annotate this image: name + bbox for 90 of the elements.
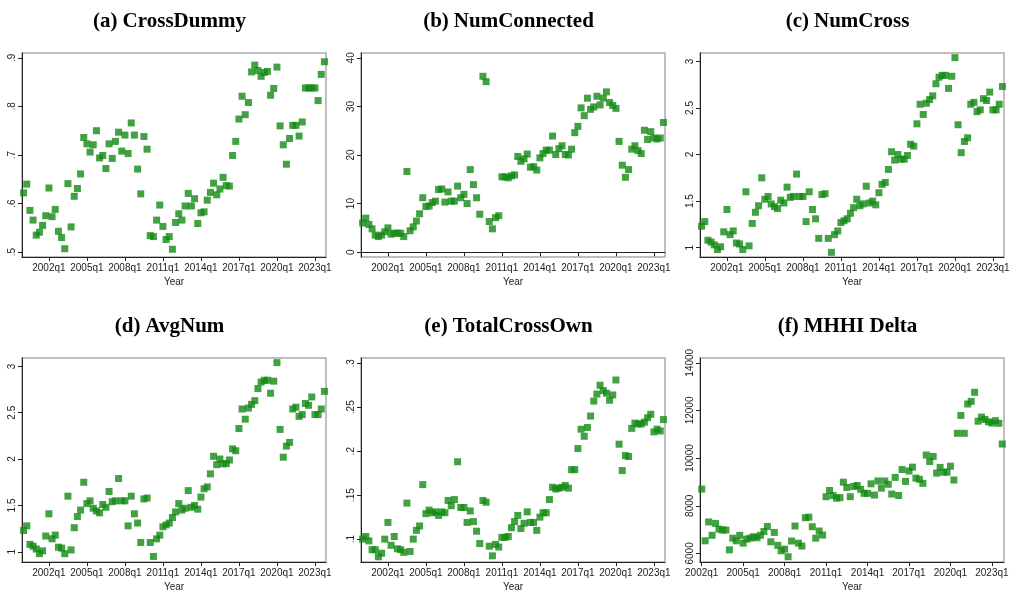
y-tick-label: .2 — [344, 446, 356, 456]
x-tick-label: 2014q1 — [184, 261, 219, 273]
y-tick-label: 1 — [683, 244, 695, 251]
y-tick-label: .3 — [344, 358, 356, 368]
x-tick-label: 2017q1 — [900, 261, 935, 273]
y-tick-label: 0 — [344, 248, 356, 255]
x-tick-label: 2002q1 — [685, 566, 719, 578]
x-axis-title: Year — [841, 276, 863, 288]
x-axis-title: Year — [502, 581, 524, 593]
x-tick-label: 2011q1 — [485, 566, 519, 578]
y-tick-label: 30 — [344, 100, 356, 112]
x-tick-label: 2008q1 — [767, 566, 802, 578]
x-tick-label: 2011q1 — [146, 566, 180, 578]
y-tick-label: 12000 — [683, 396, 695, 425]
x-tick-label: 2023q1 — [975, 566, 1010, 578]
x-tick-label: 2020q1 — [599, 566, 634, 578]
x-tick-label: 2014q1 — [862, 261, 897, 273]
chart-title: (c) NumCross — [785, 7, 910, 32]
y-tick-label: .6 — [5, 198, 17, 208]
x-tick-label: 2020q1 — [260, 566, 295, 578]
y-tick-label: 1.5 — [5, 498, 17, 513]
x-tick-label: 2011q1 — [809, 566, 843, 578]
x-axis-title: Year — [163, 581, 185, 593]
y-tick-label: 3 — [683, 58, 695, 65]
x-tick-label: 2014q1 — [184, 566, 219, 578]
x-tick-label: 2017q1 — [222, 566, 257, 578]
x-tick-label: 2020q1 — [260, 261, 295, 273]
x-tick-label: 2002q1 — [32, 566, 67, 578]
x-tick-label: 2002q1 — [371, 261, 406, 273]
x-tick-label: 2017q1 — [892, 566, 927, 578]
y-tick-label: 6000 — [683, 541, 695, 565]
x-tick-label: 2008q1 — [108, 566, 143, 578]
y-tick-label: 8000 — [683, 494, 695, 517]
y-tick-label: 20 — [344, 149, 356, 161]
x-tick-label: 2011q1 — [146, 261, 180, 273]
x-axis-title: Year — [841, 581, 863, 593]
x-tick-label: 2023q1 — [298, 261, 333, 273]
x-tick-label: 2017q1 — [561, 566, 596, 578]
chart-title: (e) TotalCrossOwn — [424, 312, 593, 337]
x-tick-label: 2005q1 — [409, 566, 444, 578]
x-tick-label: 2014q1 — [523, 261, 558, 273]
y-tick-label: 1 — [5, 548, 17, 555]
x-tick-label: 2008q1 — [108, 261, 143, 273]
x-tick-label: 2005q1 — [748, 261, 783, 273]
y-tick-label: 1.5 — [683, 193, 695, 209]
y-tick-label: 2.5 — [5, 405, 17, 420]
y-tick-label: 14000 — [683, 348, 695, 377]
x-tick-label: 2011q1 — [824, 261, 858, 273]
x-tick-label: 2020q1 — [938, 261, 973, 273]
x-tick-label: 2014q1 — [850, 566, 885, 578]
chart-title: (b) NumConnected — [423, 7, 595, 32]
y-tick-label: .5 — [5, 247, 17, 257]
x-tick-label: 2008q1 — [786, 261, 821, 273]
y-tick-label: .25 — [344, 399, 356, 415]
x-tick-label: 2005q1 — [726, 566, 761, 578]
x-tick-label: 2023q1 — [298, 566, 333, 578]
y-tick-label: 10000 — [683, 443, 695, 472]
x-tick-label: 2023q1 — [637, 566, 672, 578]
x-tick-label: 2002q1 — [371, 566, 406, 578]
chart-title: (a) CrossDummy — [93, 7, 247, 32]
x-tick-label: 2017q1 — [222, 261, 257, 273]
x-tick-label: 2005q1 — [70, 566, 105, 578]
x-tick-label: 2005q1 — [409, 261, 444, 273]
x-tick-label: 2002q1 — [32, 261, 67, 273]
x-tick-label: 2023q1 — [637, 261, 672, 273]
y-tick-label: 2.5 — [683, 100, 695, 115]
x-tick-label: 2008q1 — [447, 566, 482, 578]
y-tick-label: 3 — [5, 363, 17, 370]
x-tick-label: 2014q1 — [523, 566, 558, 578]
y-tick-label: .7 — [5, 150, 17, 160]
x-tick-label: 2008q1 — [447, 261, 482, 273]
y-tick-label: 2 — [683, 151, 695, 158]
chart-title: (d) AvgNum — [114, 312, 225, 337]
x-axis-title: Year — [502, 276, 524, 288]
y-tick-label: .9 — [5, 53, 17, 63]
chart-title: (f) MHHI Delta — [777, 312, 918, 337]
x-tick-label: 2020q1 — [599, 261, 634, 273]
x-tick-label: 2023q1 — [976, 261, 1011, 273]
x-tick-label: 2020q1 — [933, 566, 968, 578]
x-axis-title: Year — [163, 276, 185, 288]
y-tick-label: .8 — [5, 101, 17, 111]
y-tick-label: .15 — [344, 487, 356, 503]
x-tick-label: 2002q1 — [710, 261, 745, 273]
y-tick-label: .1 — [344, 534, 356, 544]
y-tick-label: 40 — [344, 51, 356, 64]
x-tick-label: 2005q1 — [70, 261, 105, 273]
x-tick-label: 2017q1 — [561, 261, 596, 273]
y-tick-label: 2 — [5, 455, 17, 462]
y-tick-label: 10 — [344, 197, 356, 210]
x-tick-label: 2011q1 — [485, 261, 519, 273]
